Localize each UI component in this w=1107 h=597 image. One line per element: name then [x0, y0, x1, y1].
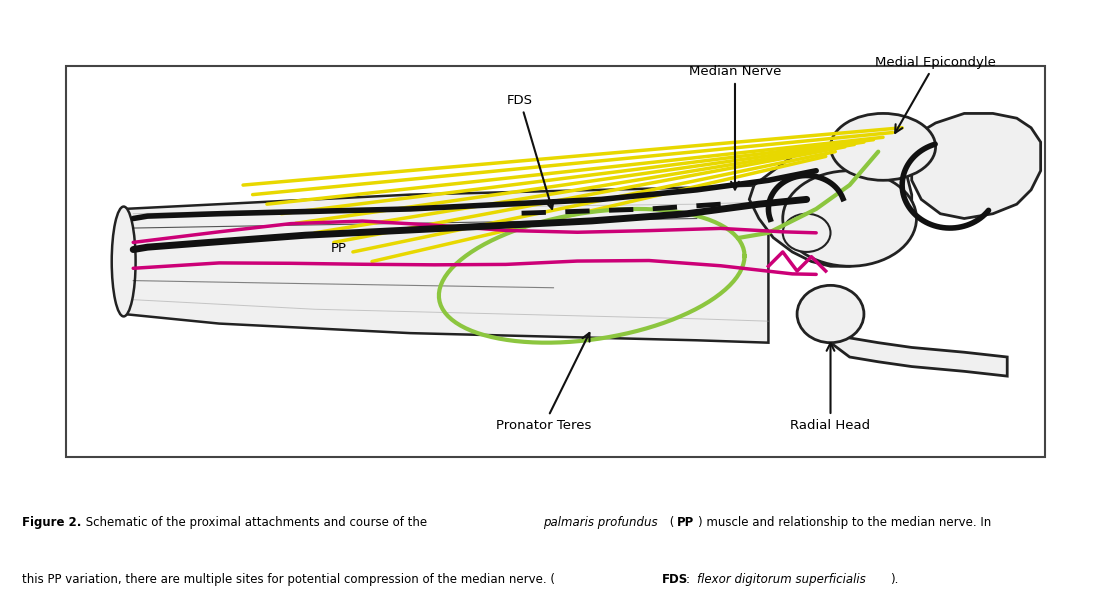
Text: Pronator Teres: Pronator Teres: [496, 333, 591, 432]
Polygon shape: [830, 333, 1007, 376]
Ellipse shape: [783, 214, 830, 252]
Text: FDS: FDS: [662, 573, 689, 586]
Polygon shape: [124, 185, 768, 343]
Ellipse shape: [830, 113, 935, 180]
Text: Figure 2.: Figure 2.: [22, 516, 81, 529]
Text: this PP variation, there are multiple sites for potential compression of the med: this PP variation, there are multiple si…: [22, 573, 555, 586]
Text: (: (: [666, 516, 674, 529]
Text: Radial Head: Radial Head: [790, 343, 870, 432]
Text: PP: PP: [331, 242, 346, 255]
Ellipse shape: [783, 171, 917, 266]
Text: PP: PP: [677, 516, 694, 529]
Text: Medial Epicondyle: Medial Epicondyle: [876, 56, 996, 133]
Text: FDS: FDS: [507, 94, 554, 209]
Text: Schematic of the proximal attachments and course of the: Schematic of the proximal attachments an…: [82, 516, 431, 529]
Ellipse shape: [797, 285, 863, 343]
Bar: [66, 66, 1045, 457]
Text: ) muscle and relationship to the median nerve. In: ) muscle and relationship to the median …: [697, 516, 991, 529]
Text: :: :: [686, 573, 694, 586]
Text: flexor digitorum superficialis: flexor digitorum superficialis: [696, 573, 866, 586]
Ellipse shape: [112, 207, 135, 316]
Polygon shape: [912, 113, 1041, 219]
Text: Median Nerve: Median Nerve: [689, 65, 782, 189]
Text: palmaris profundus: palmaris profundus: [542, 516, 658, 529]
Text: ).: ).: [890, 573, 898, 586]
Polygon shape: [749, 142, 912, 266]
